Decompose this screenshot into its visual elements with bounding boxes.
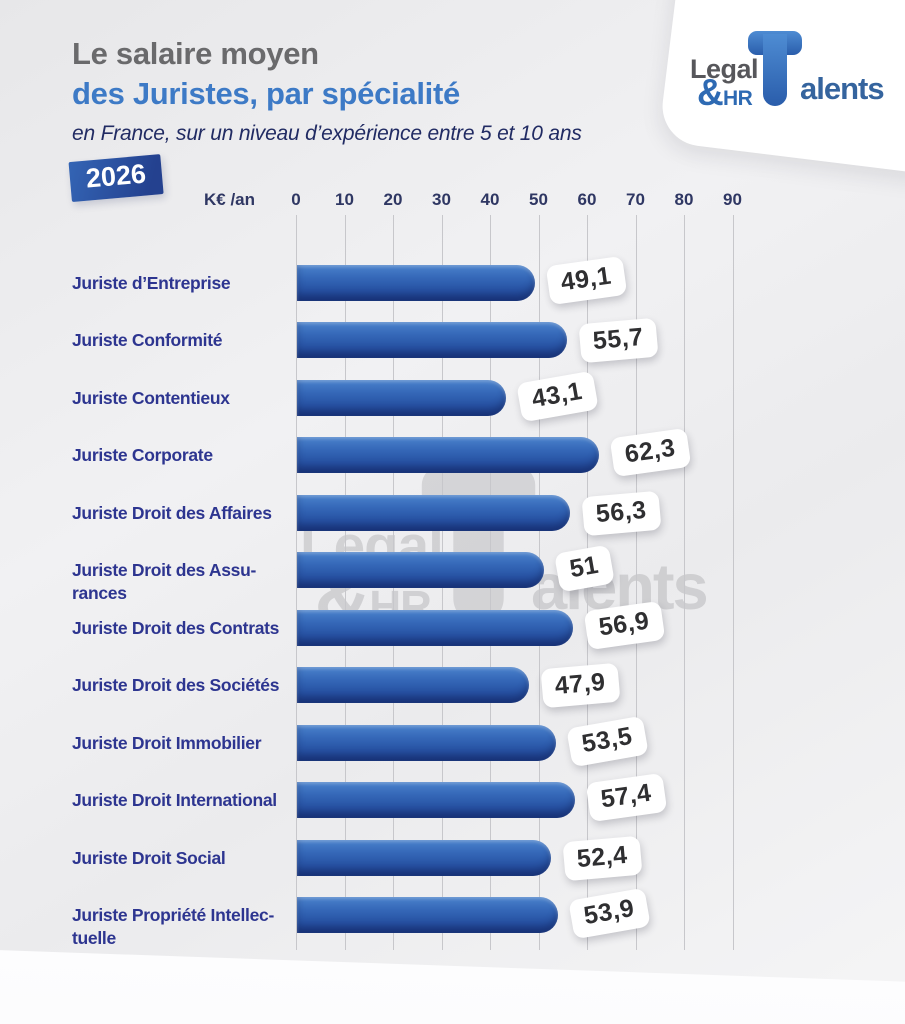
gridline (635, 215, 637, 950)
title-block: Le salaire moyen des Juristes, par spéci… (68, 34, 582, 202)
value-tag: 43,1 (516, 370, 599, 423)
value-text: 57,4 (599, 778, 654, 814)
category-label: Juriste Droit des Contrats (72, 617, 280, 638)
axis-tick-label: 80 (674, 190, 694, 209)
bar (297, 839, 552, 876)
bar-row: Juriste Droit International 57,4 (72, 772, 733, 823)
bar (297, 552, 545, 589)
value-tag: 57,4 (586, 772, 668, 823)
bar-row: Juriste Droit Social 52,4 (72, 835, 733, 881)
category-label: Juriste d’Entreprise (72, 273, 231, 293)
category-label: Juriste Droit des Affaires (72, 502, 272, 523)
axis-tick-label: 40 (480, 190, 500, 209)
value-text: 43,1 (529, 376, 585, 414)
axis-tick-label: 30 (432, 190, 451, 209)
bar (297, 609, 573, 646)
background-bottom-sheet (0, 948, 905, 1024)
value-tag: 56,9 (583, 600, 665, 650)
category-label: Juriste Droit International (72, 790, 277, 811)
category-label: Juriste Droit Immobilier (72, 732, 262, 753)
value-tag: 49,1 (545, 255, 628, 306)
axis-tick-label: 70 (626, 190, 645, 209)
page-subtitle: en France, sur un niveau d’expérience en… (72, 122, 582, 145)
bar (297, 322, 568, 359)
axis-tick-label: 90 (723, 190, 742, 209)
value-text: 53,9 (582, 893, 637, 931)
logo-word-alents: alents (800, 71, 885, 106)
value-text: 49,1 (559, 261, 614, 297)
bar-row: Juriste Corporate 62,3 (72, 428, 733, 478)
value-text: 47,9 (554, 667, 607, 701)
bar (297, 437, 600, 474)
bar-row: Juriste Droit des Sociétés 47,9 (72, 662, 733, 709)
value-text: 53,5 (580, 721, 635, 758)
bar-row: Juriste Conformité 55,7 (72, 318, 733, 364)
category-label: Juriste Droit Social (72, 847, 226, 868)
value-text: 51 (567, 550, 602, 584)
value-text: 62,3 (623, 433, 678, 469)
bar (297, 265, 536, 301)
value-tag: 55,7 (578, 318, 659, 364)
axis-unit-label: K€ /an (204, 190, 256, 209)
category-label: Juriste Conformité (72, 330, 223, 351)
axis-tick-label: 60 (577, 190, 597, 209)
value-tag: 52,4 (562, 835, 643, 881)
bar (297, 494, 571, 531)
brand-logo: Legal & HR alents (690, 30, 885, 122)
page-title-line1: Le salaire moyen (72, 36, 319, 71)
gridline (684, 215, 685, 950)
category-label: Juriste Contentieux (72, 387, 230, 408)
bar (297, 379, 507, 416)
page-title-line2: des Juristes, par spécialité (72, 76, 460, 111)
gridline (732, 215, 734, 950)
value-tag: 51 (554, 544, 616, 593)
value-tag: 56,3 (581, 490, 662, 537)
bar-row: Juriste d’Entreprise 49,1 (72, 255, 733, 306)
value-text: 52,4 (575, 840, 629, 873)
category-label: Juriste Propriété Intellec- tuelle (72, 904, 274, 948)
axis-tick-label: 10 (335, 190, 354, 209)
logo-t-icon (745, 30, 803, 111)
bar-row: Juriste Contentieux 43,1 (72, 370, 733, 423)
bar-row: Juriste Droit Immobilier 53,5 (72, 715, 733, 767)
bar-row: Juriste Propriété Intellec- tuelle 53,9 (72, 887, 733, 948)
bar (297, 896, 559, 933)
category-label: Juriste Droit des Sociétés (72, 675, 280, 696)
bar (297, 724, 557, 761)
logo-word-legal: Legal (690, 54, 759, 84)
bar-row: Juriste Droit des Assu- rances 51 (72, 544, 733, 603)
axis-tick-label: 50 (529, 190, 548, 209)
value-tag: 47,9 (540, 662, 621, 709)
category-label: Juriste Corporate (72, 445, 213, 466)
axis-tick-label: 0 (291, 190, 301, 209)
logo-ampersand: & (697, 72, 724, 113)
axis-tick-label: 20 (383, 190, 403, 209)
year-badge: 2026 (68, 154, 164, 202)
gridline (296, 215, 297, 950)
value-text: 55,7 (591, 323, 645, 356)
plot-area: Juriste d’Entreprise 49,1 Juriste Confor… (72, 215, 734, 950)
gridline (538, 215, 540, 950)
bar-row: Juriste Droit des Contrats 56,9 (72, 600, 733, 650)
logo-word-hr: HR (723, 87, 753, 110)
bar-row: Juriste Droit des Affaires 56,3 (72, 490, 733, 537)
value-text: 56,3 (594, 495, 648, 528)
bar (297, 667, 530, 704)
value-tag: 53,5 (566, 715, 649, 767)
value-tag: 53,9 (568, 887, 651, 940)
bar (297, 782, 576, 819)
category-label: Juriste Droit des Assu- rances (72, 560, 257, 604)
value-tag: 62,3 (609, 428, 692, 478)
value-text: 56,9 (597, 606, 652, 642)
